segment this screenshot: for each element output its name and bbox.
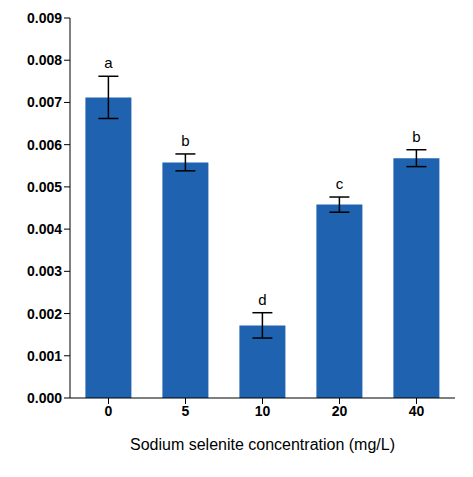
svg-text:0.009: 0.009 xyxy=(27,10,62,26)
svg-text:b: b xyxy=(181,132,189,149)
svg-text:c: c xyxy=(336,175,344,192)
svg-text:Sodium selenite concentration: Sodium selenite concentration (mg/L) xyxy=(130,436,395,453)
svg-text:0.001: 0.001 xyxy=(27,348,62,364)
svg-text:0.007: 0.007 xyxy=(27,94,62,110)
svg-text:40: 40 xyxy=(409,403,425,419)
svg-text:d: d xyxy=(258,291,266,308)
svg-text:0.006: 0.006 xyxy=(27,137,62,153)
svg-text:0.000: 0.000 xyxy=(27,390,62,406)
svg-text:0.008: 0.008 xyxy=(27,52,62,68)
svg-text:0.002: 0.002 xyxy=(27,306,62,322)
svg-text:20: 20 xyxy=(332,403,348,419)
svg-text:5: 5 xyxy=(182,403,190,419)
svg-text:0.004: 0.004 xyxy=(27,221,62,237)
svg-text:a: a xyxy=(104,54,113,71)
svg-text:b: b xyxy=(412,128,420,145)
svg-text:0.003: 0.003 xyxy=(27,263,62,279)
svg-text:0: 0 xyxy=(105,403,113,419)
svg-text:0.005: 0.005 xyxy=(27,179,62,195)
svg-text:10: 10 xyxy=(255,403,271,419)
